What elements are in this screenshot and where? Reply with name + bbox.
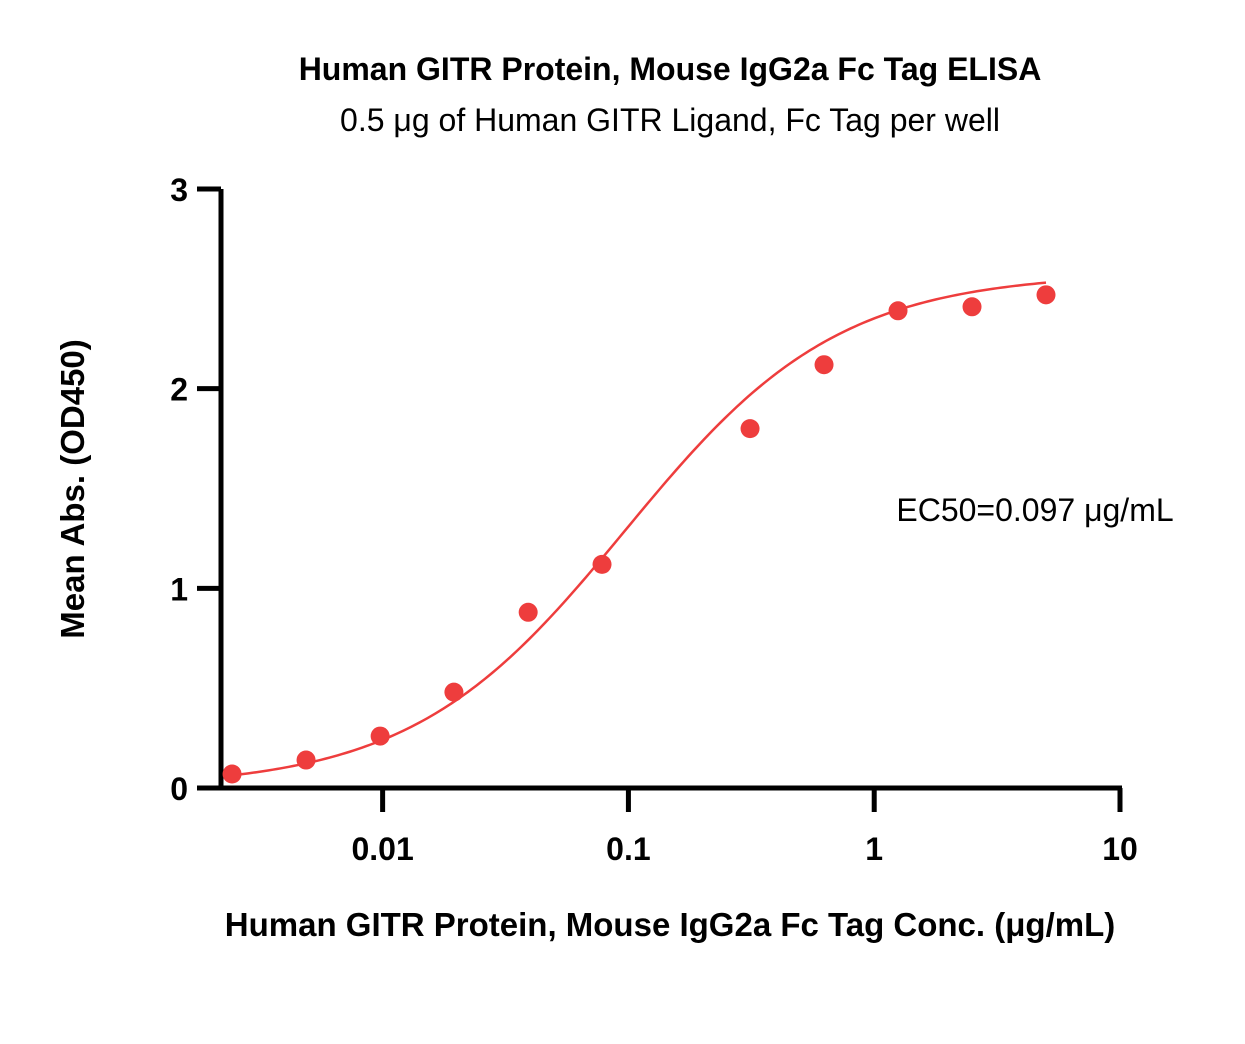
y-tick-label: 0 [170,771,188,807]
y-tick-label: 3 [170,172,188,208]
data-point [296,750,316,770]
data-point [814,355,834,375]
data-points-layer [222,285,1056,784]
x-tick-label: 0.1 [606,831,650,867]
x-axis-label: Human GITR Protein, Mouse IgG2a Fc Tag C… [225,906,1115,943]
data-point [888,301,908,321]
y-axis-label: Mean Abs. (OD450) [54,339,91,639]
chart-subtitle: 0.5 μg of Human GITR Ligand, Fc Tag per … [340,102,1000,138]
data-point [444,682,464,702]
x-tick-label: 1 [865,831,883,867]
y-tick-label: 2 [170,372,188,408]
y-tick-label: 1 [170,571,188,607]
axes: 0 1 2 3 0.01 0.1 1 10 [170,172,1138,867]
data-point [740,419,760,439]
data-point [222,764,242,784]
data-point [962,297,982,317]
x-tick-label: 10 [1102,831,1138,867]
fit-curve [231,281,1047,777]
fit-curve-layer [231,281,1047,777]
data-point [518,602,538,622]
data-point [1036,285,1056,305]
data-point [592,554,612,574]
data-point [370,726,390,746]
ec50-annotation: EC50=0.097 μg/mL [896,492,1173,528]
x-tick-label: 0.01 [351,831,413,867]
chart-title: Human GITR Protein, Mouse IgG2a Fc Tag E… [299,51,1042,87]
